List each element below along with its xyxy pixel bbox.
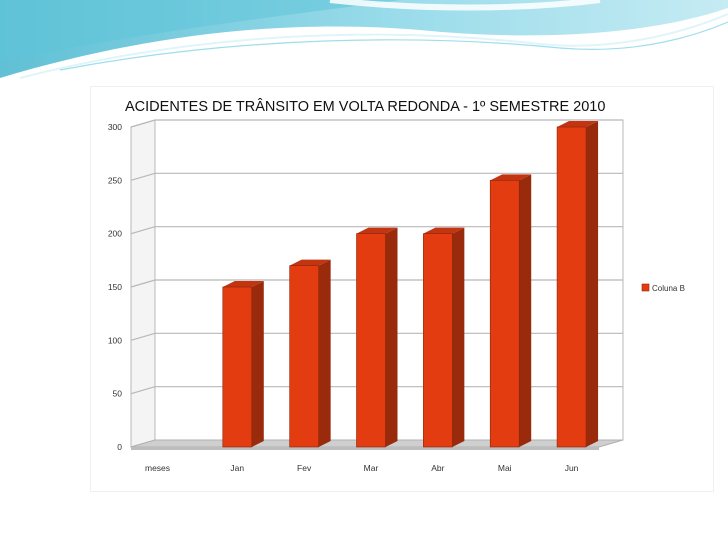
y-tick-label: 300 bbox=[108, 122, 122, 132]
bars-layer bbox=[222, 121, 599, 448]
x-axis-labels: meses Jan Fev Mar Abr Mai Jun bbox=[145, 463, 579, 473]
bar bbox=[356, 233, 386, 448]
bar-top bbox=[356, 227, 398, 234]
bar-side bbox=[318, 259, 331, 447]
y-axis-labels: 0 50 100 150 200 250 300 bbox=[108, 122, 122, 452]
y-tick-label: 150 bbox=[108, 282, 122, 292]
gridline-side bbox=[130, 226, 156, 235]
legend: Coluna B bbox=[641, 283, 685, 293]
gridline-side bbox=[130, 332, 156, 341]
bar-top bbox=[289, 259, 331, 266]
x-tick-label: meses bbox=[145, 463, 170, 473]
y-tick-label: 250 bbox=[108, 175, 122, 185]
gridline-side bbox=[130, 279, 156, 288]
legend-swatch bbox=[641, 283, 650, 292]
gridline-side bbox=[130, 386, 156, 395]
bar-side bbox=[385, 227, 398, 447]
bar-top bbox=[557, 121, 599, 127]
bar-top bbox=[490, 174, 532, 181]
x-tick-label: Mar bbox=[364, 463, 379, 473]
chart-panel: ACIDENTES DE TRÂNSITO EM VOLTA REDONDA -… bbox=[90, 86, 714, 492]
y-tick-label: 200 bbox=[108, 229, 122, 239]
x-tick-label: Jan bbox=[230, 463, 244, 473]
legend-label: Coluna B bbox=[652, 284, 685, 293]
x-tick-label: Jun bbox=[565, 463, 579, 473]
x-tick-label: Mai bbox=[498, 463, 512, 473]
bar bbox=[289, 265, 319, 448]
y-tick-label: 50 bbox=[113, 389, 123, 399]
bar-top bbox=[222, 281, 264, 287]
gridline-side bbox=[130, 172, 156, 181]
bar bbox=[489, 180, 520, 448]
bar-side bbox=[251, 281, 264, 447]
bar bbox=[423, 233, 453, 448]
y-tick-label: 100 bbox=[108, 335, 122, 345]
bar-top bbox=[423, 227, 465, 234]
x-tick-label: Abr bbox=[431, 463, 444, 473]
bar-side bbox=[586, 121, 599, 447]
y-tick-label: 0 bbox=[117, 442, 122, 452]
bar bbox=[222, 286, 253, 448]
bar-chart: ACIDENTES DE TRÂNSITO EM VOLTA REDONDA -… bbox=[108, 98, 685, 473]
chart-title: ACIDENTES DE TRÂNSITO EM VOLTA REDONDA -… bbox=[125, 98, 605, 115]
plot-floor-edge bbox=[131, 447, 599, 450]
gridline-side bbox=[130, 119, 156, 128]
bar bbox=[556, 126, 587, 448]
bar-side bbox=[519, 174, 532, 447]
x-tick-label: Fev bbox=[297, 463, 312, 473]
bar-side bbox=[452, 227, 465, 447]
header-wave-decoration bbox=[0, 0, 728, 79]
